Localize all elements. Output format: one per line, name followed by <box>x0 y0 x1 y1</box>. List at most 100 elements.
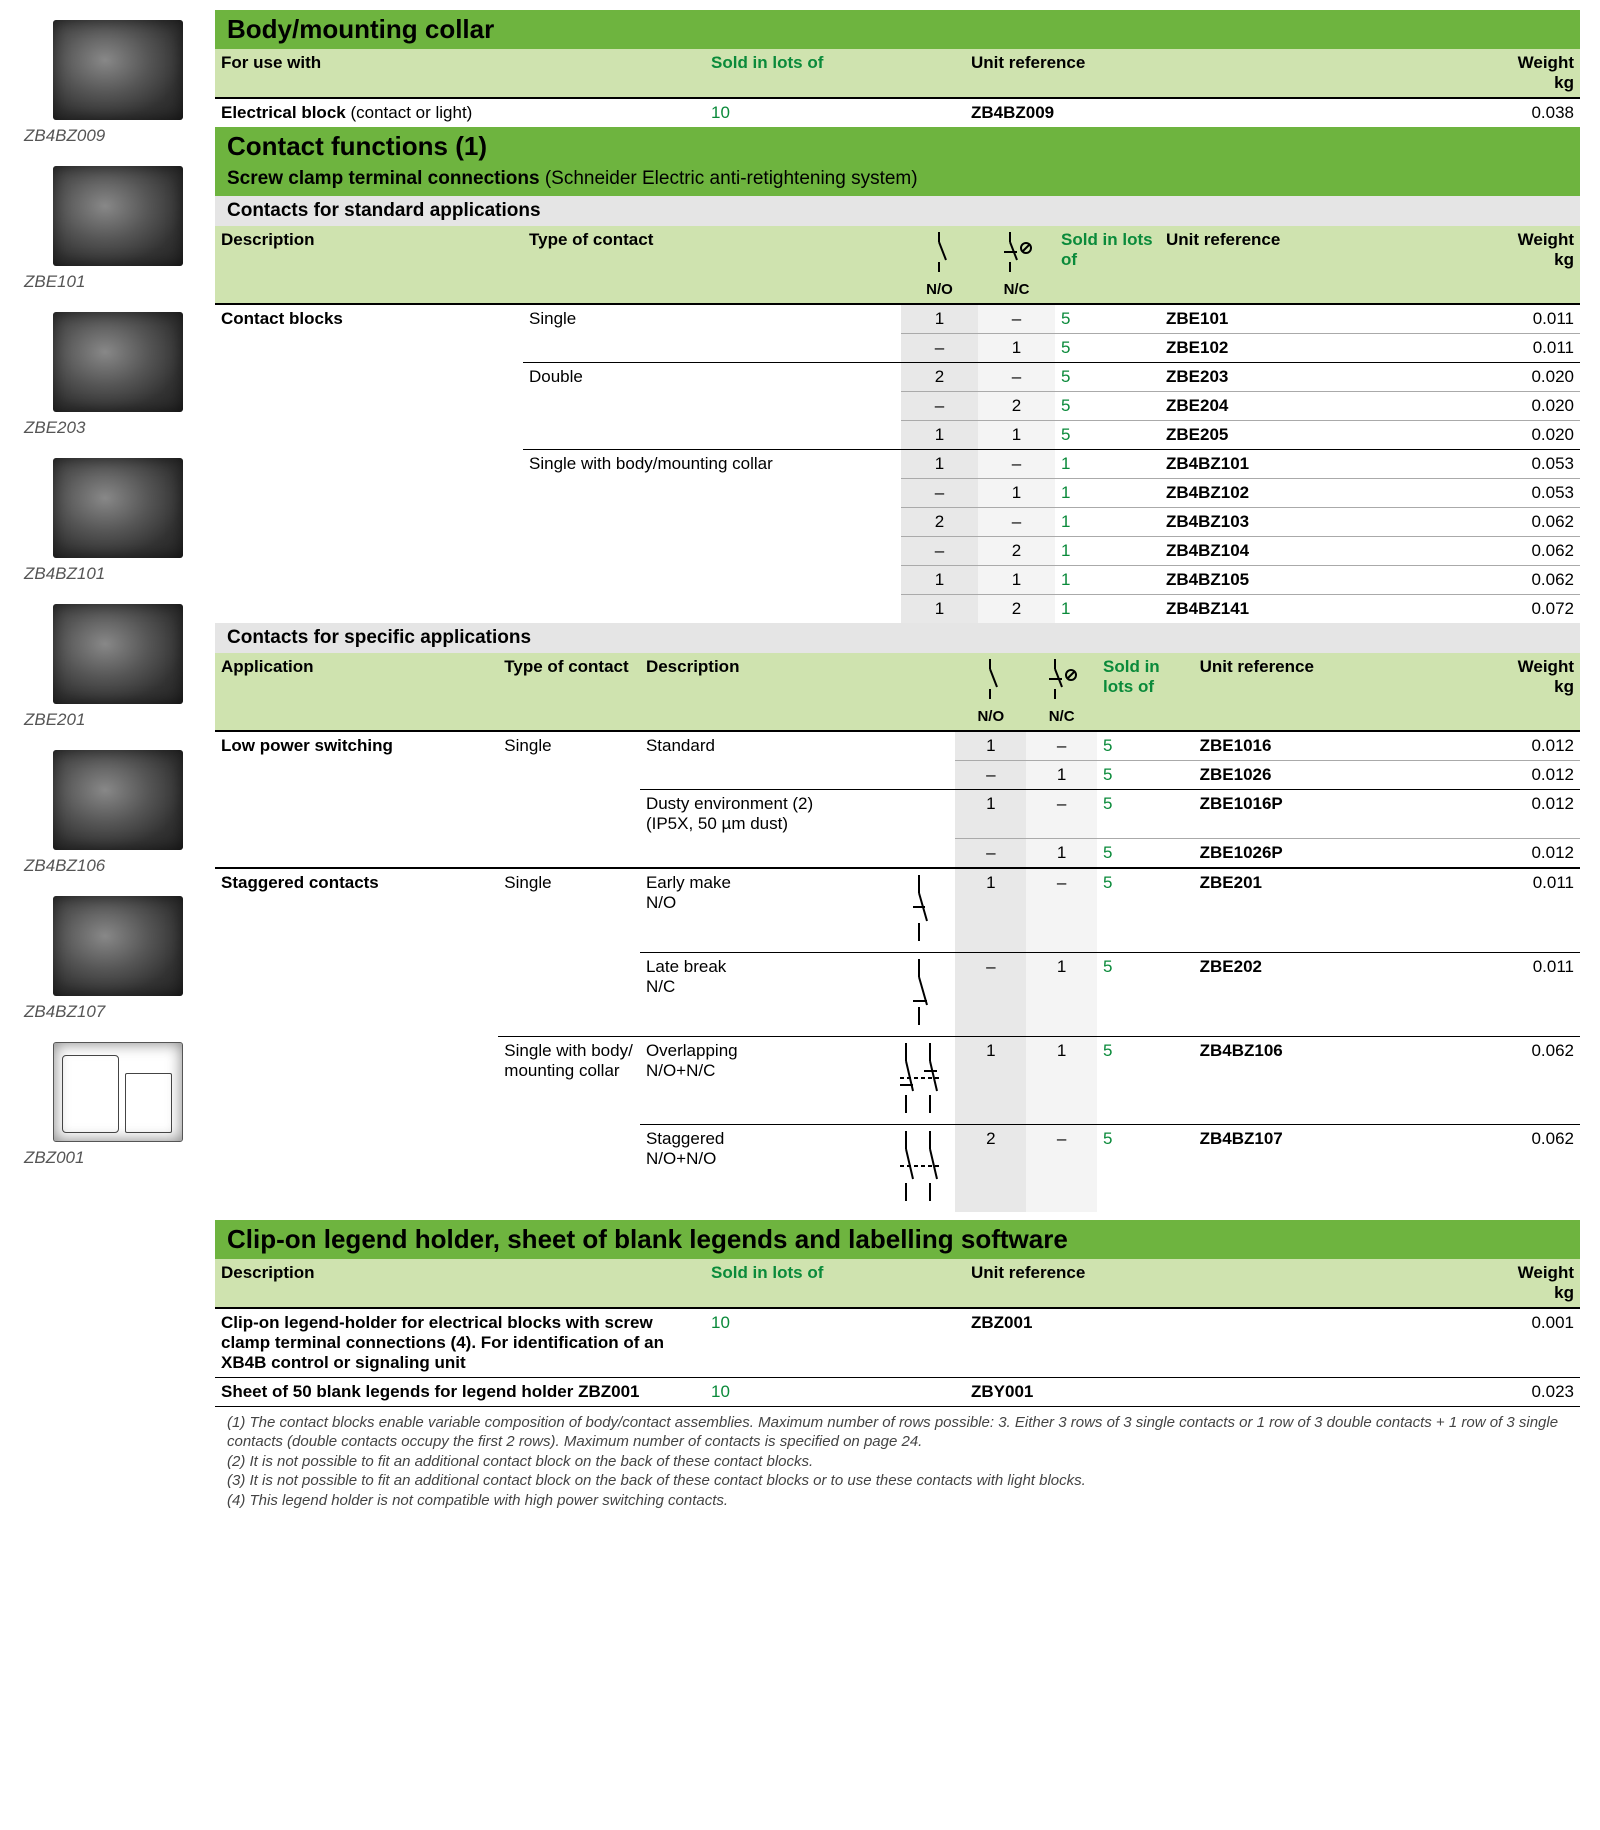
cell: 0.020 <box>1440 421 1580 450</box>
col-unit-ref: Unit reference <box>1160 226 1440 304</box>
cell: – <box>901 392 978 421</box>
thumb-label: ZB4BZ106 <box>20 856 215 876</box>
table-row: –15ZBE1020.011 <box>215 334 1580 363</box>
thumb-label: ZBE201 <box>20 710 215 730</box>
cell: 1 <box>955 868 1026 953</box>
col-weight: Weightkg <box>1451 653 1580 731</box>
cell: ZB4BZ102 <box>1160 479 1440 508</box>
col-weight: Weightkg <box>1245 1259 1580 1308</box>
cell <box>523 392 901 421</box>
cell: 5 <box>1055 363 1160 392</box>
table-row: Low power switchingSingleStandard1–5ZBE1… <box>215 731 1580 761</box>
cell: 0.062 <box>1451 1124 1580 1212</box>
cell: 0.062 <box>1440 508 1580 537</box>
cell: 0.062 <box>1440 566 1580 595</box>
cell: 0.011 <box>1451 952 1580 1036</box>
table-row: Sheet of 50 blank legends for legend hol… <box>215 1377 1580 1406</box>
table-row: –15ZBE10260.012 <box>215 761 1580 790</box>
cell: 1 <box>955 790 1026 839</box>
cell: ZBE203 <box>1160 363 1440 392</box>
cell: 1 <box>978 421 1055 450</box>
legend-table: Description Sold in lots of Unit referen… <box>215 1259 1580 1406</box>
cell: – <box>978 304 1055 334</box>
col-weight: Weightkg <box>1440 226 1580 304</box>
table-row: Contact blocksSingle1–5ZBE1010.011 <box>215 304 1580 334</box>
col-app: Application <box>215 653 498 731</box>
cell: 2 <box>901 363 978 392</box>
col-ref: Unit reference <box>965 49 1245 98</box>
legend-title: Clip-on legend holder, sheet of blank le… <box>215 1220 1580 1259</box>
thumb-label: ZB4BZ101 <box>20 564 215 584</box>
cell: Standard <box>640 731 885 761</box>
table-row: Dusty environment (2)(IP5X, 50 µm dust)1… <box>215 790 1580 839</box>
cell <box>215 1036 498 1124</box>
cell: 5 <box>1055 421 1160 450</box>
cell <box>523 334 901 363</box>
cell: – <box>901 334 978 363</box>
cell <box>885 1036 956 1124</box>
thumb-ZB4BZ107: ZB4BZ107 <box>20 896 215 1022</box>
cell: Single <box>498 868 640 953</box>
contact-functions-subtitle: Screw clamp terminal connections (Schnei… <box>215 166 1580 196</box>
cell <box>215 566 523 595</box>
cell: – <box>955 838 1026 868</box>
cell: ZB4BZ107 <box>1194 1124 1452 1212</box>
cell <box>215 952 498 1036</box>
cell: 5 <box>1097 761 1194 790</box>
cell: ZBE1026P <box>1194 838 1452 868</box>
cell: 0.012 <box>1451 731 1580 761</box>
cell: Single <box>523 304 901 334</box>
cell: Single <box>498 731 640 761</box>
col-weight: Weight kg <box>1245 49 1580 98</box>
cell: 5 <box>1055 304 1160 334</box>
cell: 2 <box>955 1124 1026 1212</box>
footnote-line: (4) This legend holder is not compatible… <box>227 1491 1568 1511</box>
cell: 0.011 <box>1440 334 1580 363</box>
cell <box>215 421 523 450</box>
cell: 5 <box>1097 868 1194 953</box>
contacts-spec-header: Contacts for specific applications <box>215 623 1580 653</box>
thumb-image <box>53 750 183 850</box>
cell <box>498 952 640 1036</box>
cell <box>885 838 956 868</box>
cell: ZB4BZ104 <box>1160 537 1440 566</box>
cell: 1 <box>1026 1036 1097 1124</box>
thumb-label: ZBZ001 <box>20 1148 215 1168</box>
cell: ZBE1016P <box>1194 790 1452 839</box>
table-row: –21ZB4BZ1040.062 <box>215 537 1580 566</box>
cell <box>885 790 956 839</box>
contacts-std-header: Contacts for standard applications <box>215 196 1580 226</box>
cell: 1 <box>955 731 1026 761</box>
cell: 1 <box>1026 761 1097 790</box>
thumb-image <box>53 312 183 412</box>
col-lots: Sold in lots of <box>705 1259 965 1308</box>
cell: 0.072 <box>1440 595 1580 624</box>
col-lots: Sold in lots of <box>1097 653 1194 731</box>
cell: ZBZ001 <box>965 1308 1245 1378</box>
cell: ZB4BZ141 <box>1160 595 1440 624</box>
cell: 5 <box>1097 952 1194 1036</box>
cell <box>215 537 523 566</box>
cell: 1 <box>1055 479 1160 508</box>
cell <box>885 1124 956 1212</box>
cell: – <box>978 508 1055 537</box>
thumb-ZB4BZ106: ZB4BZ106 <box>20 750 215 876</box>
cell: Single with body/ mounting collar <box>498 1036 640 1124</box>
cell: 0.020 <box>1440 363 1580 392</box>
cell: ZBE1016 <box>1194 731 1452 761</box>
cell: – <box>1026 868 1097 953</box>
cell: 5 <box>1055 334 1160 363</box>
table-row: Staggered contactsSingleEarly makeN/O1–5… <box>215 868 1580 953</box>
cell: 5 <box>1055 392 1160 421</box>
cell: Low power switching <box>215 731 498 761</box>
cell: ZB4BZ103 <box>1160 508 1440 537</box>
col-no-icon: N/O <box>955 653 1026 731</box>
cell: 1 <box>1055 508 1160 537</box>
cell: ZBE201 <box>1194 868 1452 953</box>
thumb-ZBE201: ZBE201 <box>20 604 215 730</box>
thumb-label: ZB4BZ107 <box>20 1002 215 1022</box>
col-nc-icon: N/C <box>978 226 1055 304</box>
cell: – <box>955 761 1026 790</box>
cell: ZBE1026 <box>1194 761 1452 790</box>
cell <box>523 595 901 624</box>
